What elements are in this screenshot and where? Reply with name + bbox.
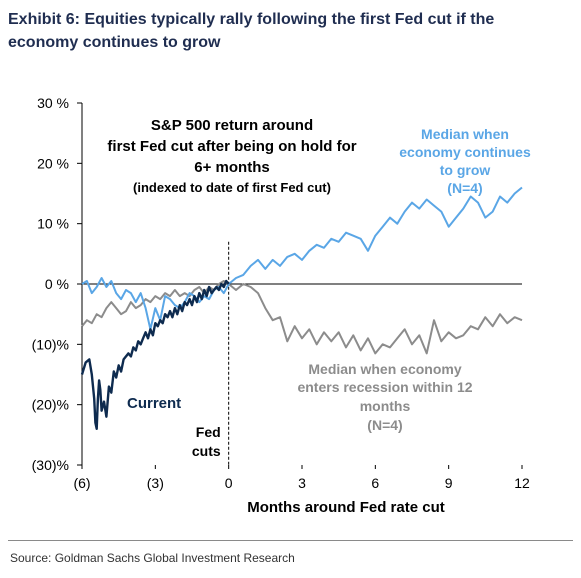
recession-series-line bbox=[81, 280, 523, 355]
x-tick-label: 0 bbox=[225, 475, 233, 491]
chart-title-line: 6+ months bbox=[194, 159, 269, 176]
x-tick-label: 6 bbox=[371, 475, 379, 491]
current-series-label: Current bbox=[127, 395, 181, 412]
recession-series-label: months bbox=[360, 398, 411, 414]
y-tick-label: (10)% bbox=[32, 336, 69, 352]
exhibit-title: Exhibit 6: Equities typically rally foll… bbox=[8, 11, 495, 51]
y-tick-label: 0 % bbox=[45, 276, 69, 292]
y-tick-label: 20 % bbox=[37, 155, 69, 171]
x-axis-title: Months around Fed rate cut bbox=[247, 499, 445, 516]
grow-series-label: to grow bbox=[440, 162, 491, 178]
grow-series-label: economy continues bbox=[399, 144, 531, 160]
chart-title-line: S&P 500 return around bbox=[151, 117, 313, 134]
grow-series-line bbox=[81, 186, 523, 331]
chart-title-line: first Fed cut after being on hold for bbox=[107, 138, 356, 155]
source-note: Source: Goldman Sachs Global Investment … bbox=[10, 551, 295, 565]
recession-series-label: (N=4) bbox=[367, 417, 402, 433]
grow-series-label: (N=4) bbox=[447, 180, 482, 196]
recession-series-label: Median when economy bbox=[308, 361, 461, 377]
recession-series-label: enters recession within 12 bbox=[297, 379, 472, 395]
axes: 30 % 20 % 10 % 0 % (10)% (20)% (30)%(6) (3) 0 3 6 9… bbox=[32, 95, 530, 516]
x-tick-label: (6) bbox=[73, 475, 90, 491]
chart-title-line: (indexed to date of first Fed cut) bbox=[133, 180, 331, 195]
x-tick-label: 9 bbox=[445, 475, 453, 491]
y-tick-label: (20)% bbox=[32, 397, 69, 413]
fed-cut-label: Fed bbox=[196, 424, 221, 440]
grow-series-label: Median when bbox=[421, 126, 509, 142]
x-tick-label: 12 bbox=[514, 475, 530, 491]
current-series-line bbox=[80, 279, 230, 430]
fed-cut-label: cuts bbox=[192, 443, 221, 459]
x-tick-label: (3) bbox=[147, 475, 164, 491]
y-tick-label: (30)% bbox=[32, 457, 69, 473]
series-lines bbox=[80, 186, 523, 430]
x-tick-label: 3 bbox=[298, 475, 306, 491]
chart-annotations: Fed cuts S&P 500 return around first Fed cu… bbox=[107, 117, 531, 459]
footer-divider bbox=[8, 540, 573, 541]
y-tick-label: 30 % bbox=[37, 95, 69, 111]
y-tick-label: 10 % bbox=[37, 216, 69, 232]
